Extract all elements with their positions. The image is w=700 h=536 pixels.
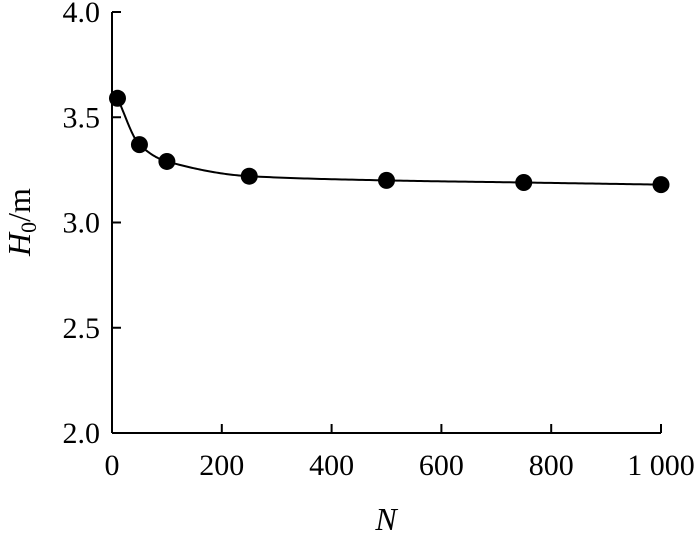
data-point: [130, 136, 148, 154]
x-tick-label: 200: [199, 449, 244, 482]
x-axis-title: N: [374, 501, 398, 536]
x-tick-label: 600: [419, 449, 464, 482]
x-ticks: 0 200 400 600 800 1 000: [105, 424, 695, 482]
x-tick-label: 1 000: [627, 449, 695, 482]
x-tick-label: 0: [105, 449, 120, 482]
x-tick-label: 400: [309, 449, 354, 482]
y-tick-label: 3.0: [63, 207, 101, 240]
x-tick-label: 800: [529, 449, 574, 482]
data-point: [378, 171, 395, 189]
data-point: [108, 89, 126, 107]
y-tick-label: 3.5: [63, 101, 101, 134]
data-point: [240, 167, 258, 185]
axes: [111, 12, 661, 434]
y-axis-title: H0/m: [1, 188, 41, 257]
data-point: [652, 176, 670, 194]
y-axis-title-unit: /m: [1, 188, 37, 222]
y-tick-label: 2.0: [63, 417, 101, 450]
y-tick-label: 4.0: [63, 0, 101, 29]
y-axis-title-main: H: [1, 231, 37, 257]
y-axis-title-subscript: 0: [16, 222, 41, 233]
y-ticks: 2.0 2.5 3.0 3.5 4.0: [63, 0, 121, 450]
data-point: [515, 174, 533, 192]
data-points: [108, 89, 670, 194]
y-tick-label: 2.5: [63, 312, 101, 345]
data-point: [158, 152, 176, 170]
fit-curve: [116, 97, 662, 186]
